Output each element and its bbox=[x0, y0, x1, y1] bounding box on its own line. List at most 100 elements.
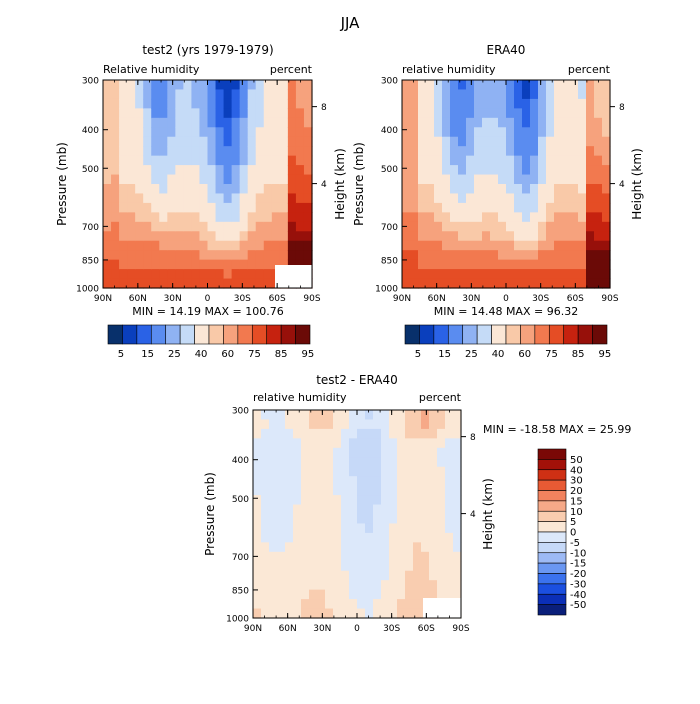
heatmap-cell bbox=[426, 259, 435, 270]
colorbar-box bbox=[266, 324, 282, 345]
panel-diff-stats: MIN = -18.58 MAX = 25.99 bbox=[483, 423, 631, 436]
heatmap-cell bbox=[167, 136, 176, 147]
heatmap-cell bbox=[418, 250, 427, 261]
heatmap-cell bbox=[506, 155, 515, 166]
heatmap-cell bbox=[269, 599, 278, 610]
heatmap-cell bbox=[578, 269, 587, 280]
heatmap-cell bbox=[538, 117, 547, 128]
heatmap-cell bbox=[279, 136, 289, 147]
heatmap-cell bbox=[279, 174, 289, 185]
heatmap-cell bbox=[167, 250, 176, 261]
heatmap-cell bbox=[317, 504, 326, 515]
heatmap-cell bbox=[437, 495, 446, 506]
heatmap-cell bbox=[397, 495, 406, 506]
heatmap-cell bbox=[506, 174, 515, 185]
heatmap-cell bbox=[421, 523, 430, 534]
heatmap-cell bbox=[554, 240, 563, 251]
heatmap-cell bbox=[309, 532, 318, 543]
heatmap-cell bbox=[458, 174, 467, 185]
heatmap-cell bbox=[602, 165, 611, 176]
heatmap-cell bbox=[183, 212, 193, 223]
heatmap-cell bbox=[402, 202, 411, 213]
heatmap-cell bbox=[253, 599, 262, 610]
heatmap-cell bbox=[317, 447, 326, 458]
heatmap-cell bbox=[458, 202, 467, 213]
heatmap-cell bbox=[458, 98, 467, 109]
heatmap-cell bbox=[602, 136, 611, 147]
heatmap-cell bbox=[287, 174, 297, 185]
colorbar-label: 15 bbox=[141, 349, 154, 360]
heatmap-cell bbox=[402, 240, 411, 251]
heatmap-cell bbox=[381, 589, 390, 600]
heatmap-cell bbox=[410, 250, 419, 261]
heatmap-cell bbox=[405, 589, 414, 600]
panel-diff-right-label: percent bbox=[419, 391, 462, 404]
heatmap-cell bbox=[167, 240, 176, 251]
height-tick-label: 8 bbox=[470, 433, 476, 443]
heatmap-cell bbox=[127, 108, 136, 119]
heatmap-cell bbox=[365, 504, 374, 515]
heatmap-cell bbox=[562, 108, 571, 119]
heatmap-cell bbox=[389, 410, 398, 421]
heatmap-cell bbox=[247, 231, 257, 242]
heatmap-cell bbox=[271, 165, 281, 176]
heatmap-cell bbox=[269, 542, 278, 553]
x-tick-label: 90N bbox=[393, 294, 411, 304]
heatmap-cell bbox=[570, 259, 579, 270]
heatmap-cell bbox=[373, 504, 382, 515]
heatmap-cell bbox=[578, 231, 587, 242]
heatmap-cell bbox=[135, 184, 144, 195]
heatmap-cell bbox=[271, 231, 281, 242]
heatmap-cell bbox=[373, 447, 382, 458]
heatmap-cell bbox=[381, 561, 390, 572]
colorbar-label: 25 bbox=[168, 349, 181, 360]
heatmap-cell bbox=[594, 127, 603, 138]
heatmap-cell bbox=[325, 495, 334, 506]
heatmap-cell bbox=[405, 495, 414, 506]
heatmap-cell bbox=[538, 89, 547, 100]
heatmap-cell bbox=[239, 193, 249, 204]
heatmap-cell bbox=[269, 532, 278, 543]
heatmap-cell bbox=[231, 278, 241, 289]
heatmap-cell bbox=[546, 240, 555, 251]
heatmap-cell bbox=[514, 117, 523, 128]
heatmap-cell bbox=[127, 89, 136, 100]
heatmap-cell bbox=[357, 410, 366, 421]
heatmap-cell bbox=[389, 532, 398, 543]
colorbar-label: -20 bbox=[570, 569, 586, 580]
heatmap-cell bbox=[578, 259, 587, 270]
heatmap-cell bbox=[247, 174, 257, 185]
heatmap-cell bbox=[450, 221, 459, 232]
heatmap-cell bbox=[530, 174, 539, 185]
heatmap-cell bbox=[183, 136, 193, 147]
heatmap-cell bbox=[317, 514, 326, 525]
panel-model: test2 (yrs 1979-1979) Relative humidity … bbox=[55, 43, 347, 360]
heatmap-cell bbox=[506, 89, 515, 100]
heatmap-cell bbox=[239, 127, 249, 138]
heatmap-cell bbox=[135, 165, 144, 176]
heatmap-cell bbox=[413, 523, 422, 534]
colorbar-box bbox=[107, 324, 123, 345]
heatmap-cell bbox=[263, 136, 273, 147]
heatmap-cell bbox=[418, 174, 427, 185]
heatmap-cell bbox=[143, 269, 152, 280]
heatmap-cell bbox=[594, 108, 603, 119]
heatmap-cell bbox=[562, 89, 571, 100]
heatmap-cell bbox=[602, 221, 611, 232]
heatmap-cell bbox=[271, 155, 281, 166]
heatmap-cell bbox=[445, 438, 454, 449]
heatmap-cell bbox=[514, 174, 523, 185]
colorbar-box bbox=[592, 324, 608, 345]
heatmap-cell bbox=[293, 542, 302, 553]
heatmap-cell bbox=[546, 136, 555, 147]
heatmap-cell bbox=[445, 495, 454, 506]
heatmap-cell bbox=[522, 146, 531, 157]
heatmap-cell bbox=[562, 98, 571, 109]
heatmap-cell bbox=[418, 278, 427, 289]
heatmap-cell bbox=[570, 117, 579, 128]
heatmap-cell bbox=[293, 485, 302, 496]
heatmap-cell bbox=[413, 438, 422, 449]
heatmap-cell bbox=[239, 146, 249, 157]
heatmap-cell bbox=[167, 174, 176, 185]
heatmap-cell bbox=[514, 240, 523, 251]
